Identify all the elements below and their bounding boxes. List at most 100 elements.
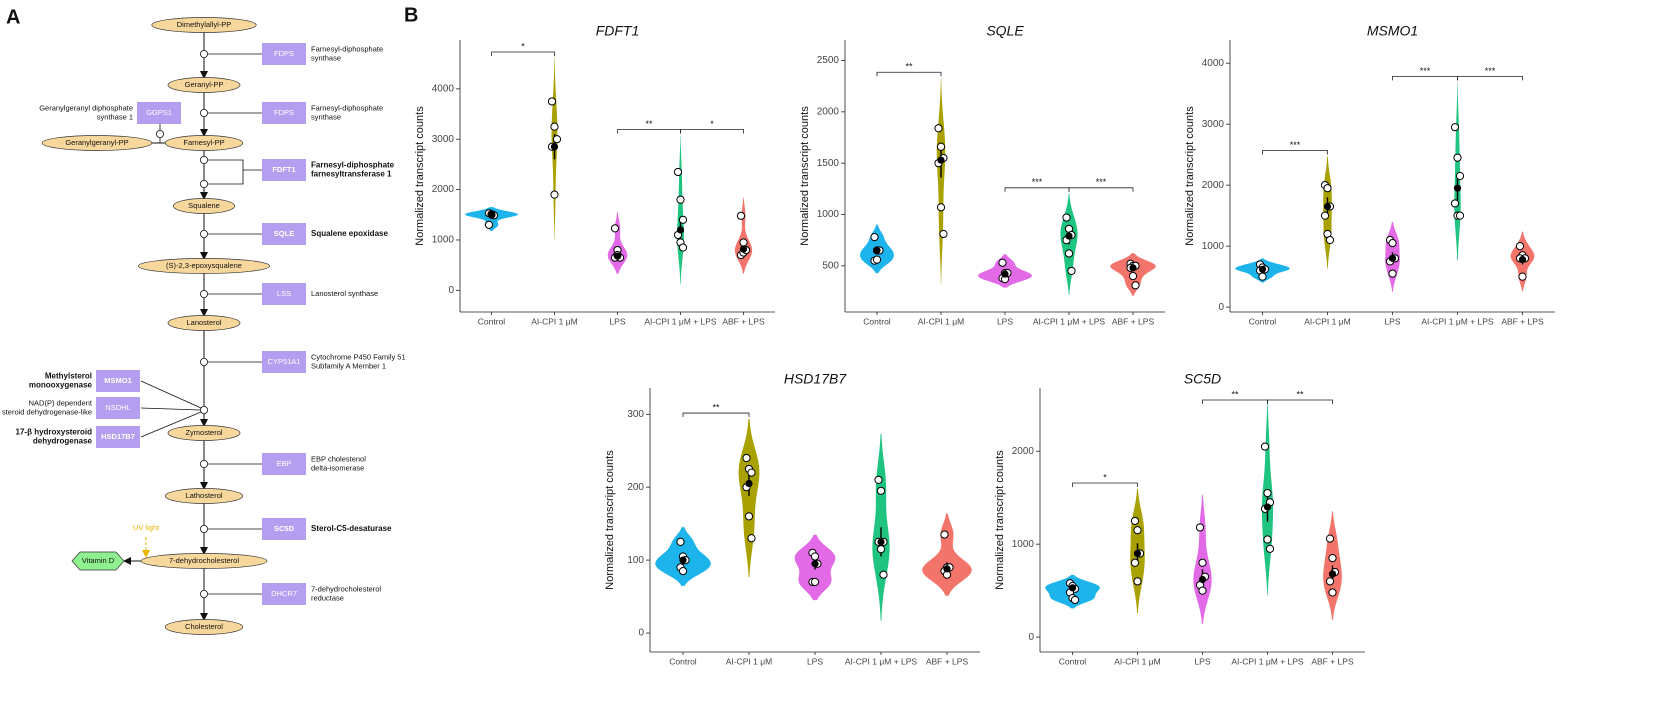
significance-bracket [876,71,942,77]
data-point [939,229,948,239]
x-tick-label: LPS [997,316,1013,326]
data-point [1198,586,1207,595]
enzyme-description: Sterol-C5-desaturase [311,524,392,533]
enzyme-symbol: SC5D [274,524,295,533]
x-tick-label: AI-CPI 1 μM [918,316,964,326]
data-point [1265,544,1275,553]
connector [208,159,244,185]
x-tick-label: Control [669,656,697,666]
data-point [1388,238,1397,248]
y-tick-label: 0 [1028,632,1034,643]
y-axis-label: Normalized transcript counts [604,450,616,590]
significance-label: ** [1231,389,1239,399]
data-point [940,530,949,539]
mean-point [943,565,951,573]
significance-label: * [521,41,525,51]
mean-point [1388,254,1397,262]
data-point [1388,269,1397,278]
data-point [876,486,886,495]
reaction-node [199,109,208,118]
data-point [744,512,754,521]
data-point [1070,595,1080,605]
panel-label: A [6,6,20,28]
mean-point [937,156,945,164]
metabolite-label: Zymosterol [185,428,222,437]
significance-bracket [1068,187,1134,192]
data-point [1130,516,1140,526]
mean-point [1323,202,1332,211]
y-tick-label: 1000 [432,235,455,246]
data-point [610,224,620,233]
y-tick-label: 2000 [432,184,455,195]
panel-label: B [404,4,418,26]
y-tick-label: 2000 [1202,180,1225,191]
enzyme-description: Lanosterol synthase [311,289,378,298]
uv-label: UV light [133,523,160,532]
significance-label: * [1103,472,1107,482]
chart-title: MSMO1 [1367,23,1418,39]
data-point [1133,577,1142,586]
data-point [742,453,751,463]
mean-point [1263,503,1272,511]
data-point [673,167,683,177]
mean-point [613,252,622,260]
connector [140,380,202,409]
enzyme-box [262,283,306,305]
metabolite [164,619,244,635]
mean-point [811,560,819,568]
data-point [678,215,688,224]
x-tick-label: LPS [1194,656,1210,666]
x-tick-label: Control [863,316,891,326]
metabolite-label: 7-dehydrocholesterol [169,556,239,565]
enzyme-description: NAD(P) dependent [29,398,93,407]
y-tick-label: 4000 [1202,58,1225,69]
enzyme-description: Methylsterol [45,372,92,381]
y-tick-label: 2500 [817,55,840,66]
enzyme-symbol: SQLE [274,229,294,238]
x-tick-label: LPS [609,316,625,326]
violin [922,513,972,596]
data-point [1260,442,1270,451]
metabolite [173,198,235,214]
reaction-node [199,155,208,164]
data-point [1325,577,1335,586]
data-point [874,475,883,484]
enzyme-box [96,426,140,448]
enzyme-symbol: DHCR7 [271,589,297,598]
enzyme-box [262,453,306,475]
data-point [547,97,557,106]
data-point [1064,249,1074,258]
x-tick-label: AI-CPI 1 μM [726,656,772,666]
significance-bracket [491,51,555,56]
data-point [1130,558,1140,567]
reaction-node [199,357,208,366]
data-point [676,195,685,204]
data-point [1195,523,1205,532]
x-tick-label: LPS [807,656,823,666]
data-point [876,545,886,554]
data-point [1328,588,1337,597]
x-tick-label: AI-CPI 1 μM [1114,656,1160,666]
reaction-node [199,525,208,534]
mean-point [1001,270,1009,278]
significance-label: ** [905,62,913,72]
connector [140,411,202,438]
enzyme-description: Farnesyl-diphosphate [311,44,383,53]
metabolite-label: Squalene [188,201,220,210]
y-tick-label: 1500 [817,158,840,169]
enzyme-description: steroid dehydrogenase-like [2,407,92,416]
data-point [1518,272,1527,281]
data-point [810,552,820,561]
data-point [1325,534,1335,543]
x-tick-label: AI-CPI 1 μM + LPS [644,316,717,326]
x-tick-label: ABF + LPS [1501,316,1544,326]
enzyme-description: farnesyltransferase 1 [311,170,392,179]
data-point [1328,554,1337,563]
data-point [747,534,756,543]
x-tick-label: ABF + LPS [926,656,969,666]
data-point [1258,272,1267,281]
data-point [1198,558,1207,567]
significance-bracket [682,412,750,418]
enzyme-description: EBP cholestenol [311,454,366,463]
data-point [936,142,946,151]
